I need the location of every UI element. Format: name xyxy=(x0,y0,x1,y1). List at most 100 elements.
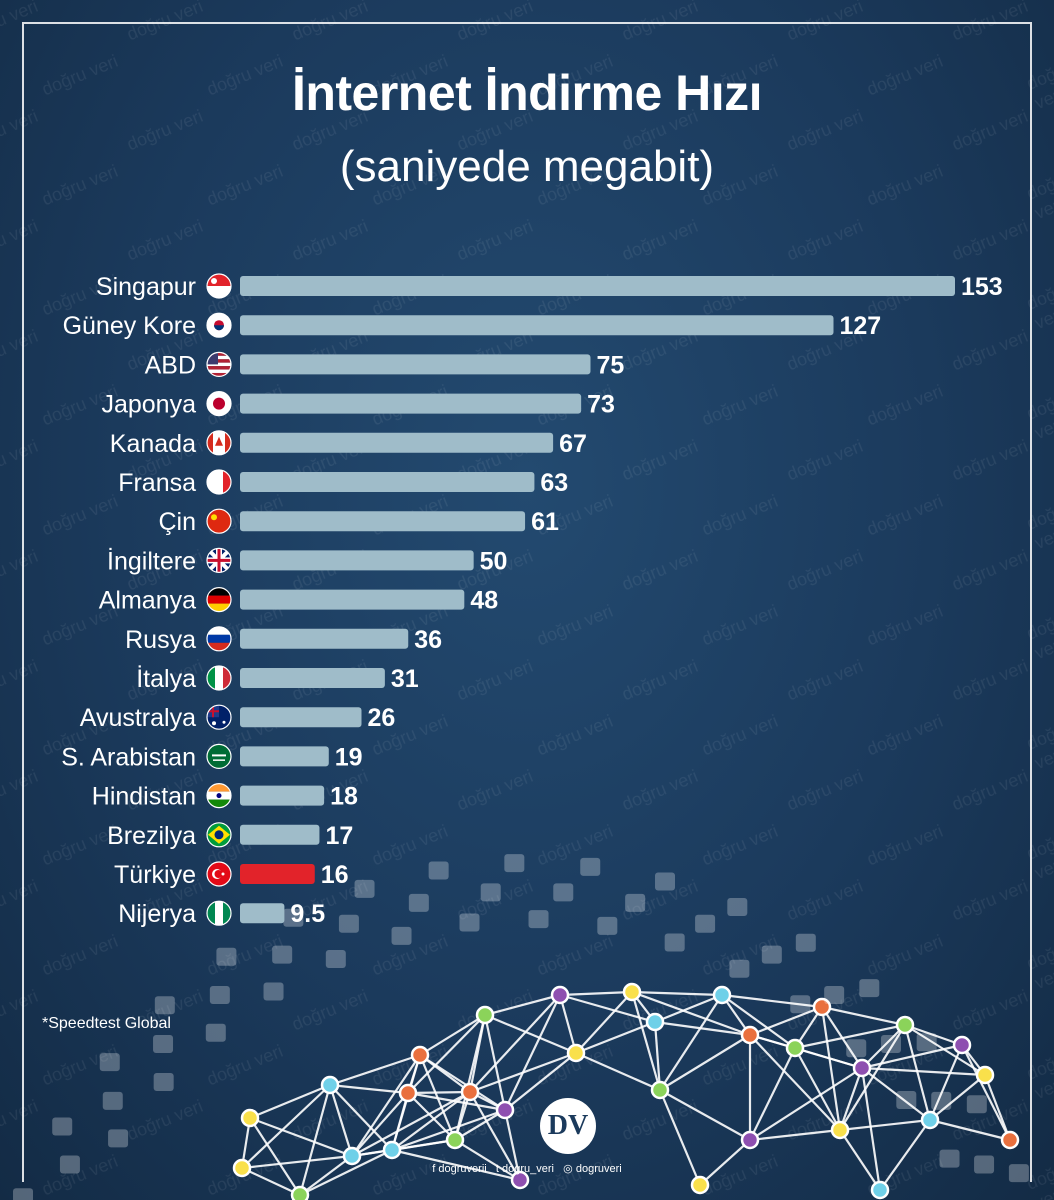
chart-title: İnternet İndirme Hızı xyxy=(291,65,763,121)
network-node xyxy=(785,1038,805,1058)
network-node xyxy=(240,1108,260,1128)
gb-flag-icon xyxy=(206,547,232,574)
social-handles: f dogruverii t dogru_veri ◎ dogruveri xyxy=(0,1162,1054,1175)
fr-flag-icon xyxy=(206,469,232,495)
network-node xyxy=(382,1140,402,1160)
bar-row: ABD 75 xyxy=(145,351,625,379)
bar-row: Nijerya 9.5 xyxy=(118,900,325,928)
value-label: 18 xyxy=(330,783,358,811)
bar-row: Güney Kore 127 xyxy=(63,312,882,340)
value-label: 67 xyxy=(559,430,587,458)
bar xyxy=(240,589,465,610)
network-nodes xyxy=(232,982,1020,1200)
category-label: S. Arabistan xyxy=(61,743,196,771)
bar-row: Fransa 63 xyxy=(118,469,568,497)
network-node xyxy=(445,1130,465,1150)
network-node xyxy=(712,985,732,1005)
category-label: Almanya xyxy=(99,587,196,615)
category-label: Brezilya xyxy=(107,822,196,850)
br-flag-icon xyxy=(206,822,232,848)
bar-row: Japonya 73 xyxy=(101,391,614,419)
ru-flag-icon xyxy=(206,626,232,652)
icon-cloud-decoration xyxy=(13,854,1029,1200)
bar-row: Türkiye 16 xyxy=(114,861,349,889)
category-label: Avustralya xyxy=(80,704,196,732)
network-node xyxy=(830,1120,850,1140)
source-footnote: *Speedtest Global xyxy=(42,1015,171,1032)
value-label: 19 xyxy=(335,743,363,771)
ca-flag-icon xyxy=(206,430,232,456)
it-flag-icon xyxy=(206,665,232,691)
bar xyxy=(240,432,554,453)
bar-row: Avustralya 26 xyxy=(80,704,396,732)
de-flag-icon xyxy=(206,586,232,613)
sa-flag-icon xyxy=(206,743,232,770)
bar-row: Brezilya 17 xyxy=(107,822,353,850)
value-label: 26 xyxy=(368,704,396,732)
facebook-icon: f xyxy=(432,1163,436,1175)
us-flag-icon xyxy=(206,351,232,377)
category-label: Türkiye xyxy=(114,861,196,889)
network-node xyxy=(622,982,642,1002)
bar xyxy=(240,903,285,924)
bar xyxy=(240,550,474,571)
bar xyxy=(240,472,535,492)
bar-row: Çin 61 xyxy=(158,508,558,536)
value-label: 73 xyxy=(587,391,615,419)
bar xyxy=(240,628,409,649)
bar xyxy=(240,668,385,688)
bar-row: S. Arabistan 19 xyxy=(61,743,362,771)
network-node xyxy=(740,1130,760,1150)
bar xyxy=(240,707,362,728)
tr-flag-icon xyxy=(206,861,232,887)
network-lines xyxy=(240,990,1012,1196)
category-label: Fransa xyxy=(118,469,196,497)
network-node xyxy=(566,1043,586,1063)
network-node xyxy=(975,1065,995,1085)
network-node xyxy=(650,1080,670,1100)
category-label: Rusya xyxy=(125,626,196,654)
bar xyxy=(240,276,955,296)
value-label: 16 xyxy=(321,861,349,889)
frame-border xyxy=(22,22,1032,1182)
network-node xyxy=(690,1175,710,1195)
network-node xyxy=(895,1015,915,1035)
category-label: İngiltere xyxy=(107,546,196,575)
category-label: Nijerya xyxy=(118,900,196,928)
network-node xyxy=(645,1012,665,1032)
au-flag-icon xyxy=(206,704,232,730)
bar-row: Rusya 36 xyxy=(125,626,442,654)
network-node xyxy=(232,1158,252,1178)
instagram-handle: dogruveri xyxy=(575,1163,622,1175)
network-node xyxy=(812,997,832,1017)
bar xyxy=(240,864,315,884)
bar-row: İngiltere 50 xyxy=(107,546,507,575)
jp-flag-icon xyxy=(206,391,232,417)
bar-row: İtalya 31 xyxy=(136,664,419,693)
bar xyxy=(240,315,834,336)
value-label: 127 xyxy=(839,312,881,340)
network-node xyxy=(320,1075,340,1095)
network-node xyxy=(1000,1130,1020,1150)
bar-row: Almanya 48 xyxy=(99,587,498,615)
bar xyxy=(240,511,526,532)
network-node xyxy=(460,1082,480,1102)
bar-row: Hindistan 18 xyxy=(92,783,358,811)
twitter-handle: dogru_veri xyxy=(502,1163,554,1175)
value-label: 61 xyxy=(531,508,559,536)
facebook-handle: dogruverii xyxy=(438,1163,487,1175)
kr-flag-icon xyxy=(206,312,232,338)
value-label: 63 xyxy=(540,469,568,497)
value-label: 48 xyxy=(470,587,498,615)
network-node xyxy=(740,1025,760,1045)
value-label: 17 xyxy=(325,822,353,850)
bar-row: Kanada 67 xyxy=(110,430,587,458)
value-label: 31 xyxy=(391,665,419,693)
category-label: İtalya xyxy=(136,664,196,693)
bar-row: Singapur 153 xyxy=(96,273,1003,301)
network-node xyxy=(952,1035,972,1055)
network-node xyxy=(920,1110,940,1130)
category-label: Japonya xyxy=(101,391,196,419)
bar xyxy=(240,824,320,845)
bar xyxy=(240,746,329,767)
